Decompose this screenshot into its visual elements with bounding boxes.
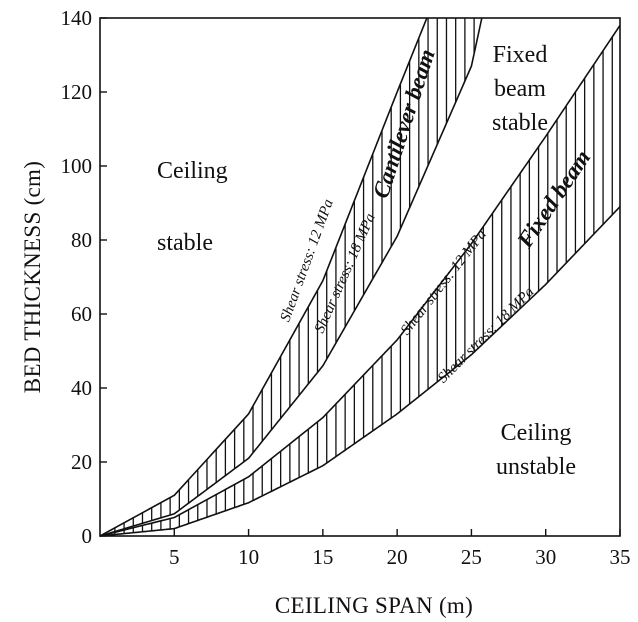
series-line-cantilever_12 xyxy=(99,17,428,537)
cantilever-beam-label: Cantilever beam xyxy=(368,46,440,201)
y-tick-label-60: 60 xyxy=(71,302,92,326)
plot-frame xyxy=(99,17,621,537)
y-tick-label-140: 140 xyxy=(61,6,93,30)
fixed-beam-stable-label-line1: Fixed xyxy=(493,42,548,68)
fixed-stress-12-label: Shear stress: 12 MPa xyxy=(398,227,490,339)
series-line-cantilever_18 xyxy=(99,17,483,537)
x-tick-label-10: 10 xyxy=(238,545,259,569)
y-axis-title: BED THICKNESS (cm) xyxy=(20,161,45,393)
x-tick-label-15: 15 xyxy=(312,545,333,569)
fixed-beam-stable-label-line2: beam xyxy=(494,76,546,102)
x-tick-label-30: 30 xyxy=(535,545,556,569)
ceiling-stable-label-line2: stable xyxy=(157,230,213,256)
ceiling-unstable-label-line2: unstable xyxy=(496,454,576,480)
tick-layer: 5 10 15 20 25 30 35 0 20 40 60 80 100 120 140 xyxy=(61,6,631,569)
fixed-stress-18-label: Shear stress: 18 MPa xyxy=(435,284,538,387)
series-line-fixed_18 xyxy=(99,206,621,537)
x-tick-label-20: 20 xyxy=(387,545,408,569)
fixed-beam-stable-label-line3: stable xyxy=(492,110,548,136)
fixed-beam-label: Fixed beam xyxy=(512,145,596,252)
ceiling-stable-label-line1: Ceiling xyxy=(157,158,228,184)
x-tick-label-35: 35 xyxy=(610,545,631,569)
x-axis-title: CEILING SPAN (m) xyxy=(275,593,473,618)
x-tick-label-25: 25 xyxy=(461,545,482,569)
y-tick-label-40: 40 xyxy=(71,376,92,400)
series-line-fixed_12 xyxy=(99,24,621,537)
y-tick-label-20: 20 xyxy=(71,450,92,474)
curve-layer xyxy=(99,17,621,537)
y-tick-label-100: 100 xyxy=(61,154,93,178)
ceiling-unstable-label-line1: Ceiling xyxy=(501,420,572,446)
y-tick-label-80: 80 xyxy=(71,228,92,252)
hatch-layer xyxy=(114,18,613,535)
y-tick-label-0: 0 xyxy=(82,524,93,548)
x-tick-label-5: 5 xyxy=(169,545,180,569)
y-tick-label-120: 120 xyxy=(61,80,93,104)
